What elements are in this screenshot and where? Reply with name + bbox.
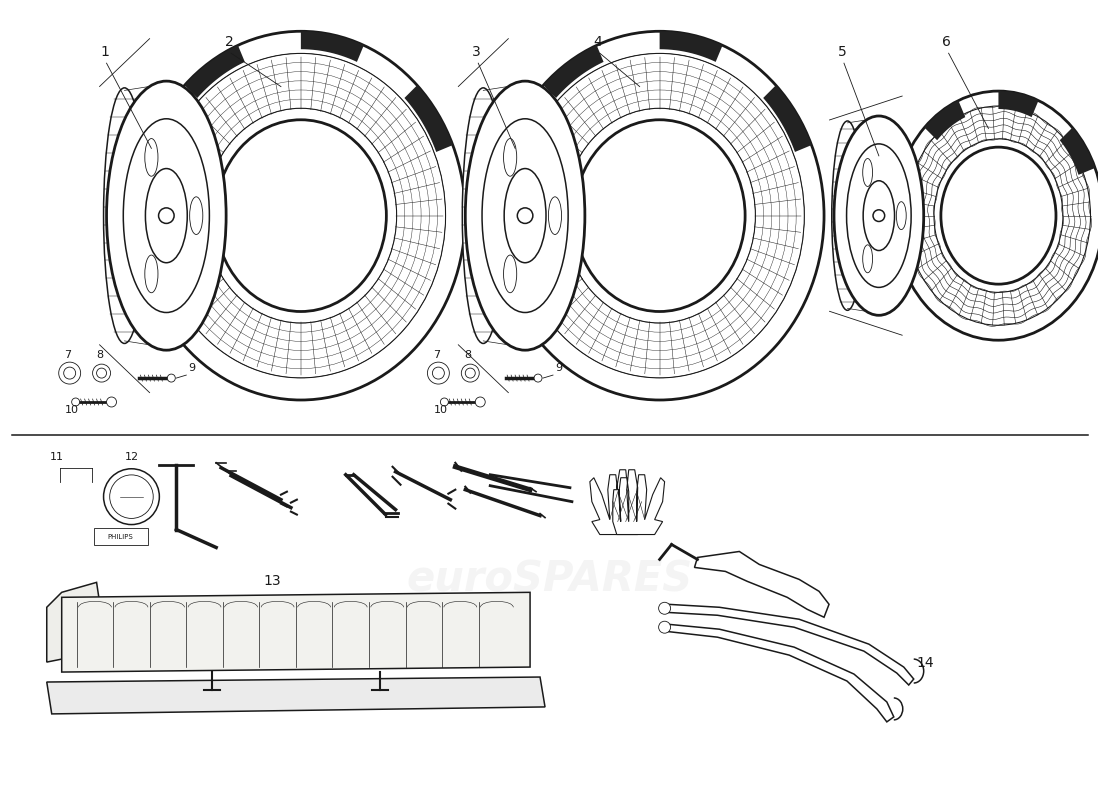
Text: 8: 8 bbox=[464, 350, 472, 360]
Text: 10: 10 bbox=[65, 405, 79, 415]
Text: PHILIPS: PHILIPS bbox=[108, 534, 133, 539]
Polygon shape bbox=[47, 582, 100, 662]
Text: 1: 1 bbox=[100, 45, 109, 59]
Ellipse shape bbox=[462, 88, 504, 343]
Ellipse shape bbox=[145, 138, 158, 176]
Ellipse shape bbox=[896, 202, 906, 230]
Circle shape bbox=[64, 367, 76, 379]
Circle shape bbox=[432, 367, 444, 379]
Text: euroSPARES: euroSPARES bbox=[407, 219, 693, 262]
Text: 13: 13 bbox=[264, 574, 282, 588]
Circle shape bbox=[92, 364, 110, 382]
Text: 2: 2 bbox=[224, 35, 233, 50]
Circle shape bbox=[873, 210, 884, 222]
Polygon shape bbox=[301, 31, 364, 62]
Polygon shape bbox=[590, 470, 641, 534]
Circle shape bbox=[659, 602, 671, 614]
Polygon shape bbox=[694, 551, 829, 618]
Ellipse shape bbox=[107, 81, 227, 350]
Polygon shape bbox=[924, 101, 966, 140]
Ellipse shape bbox=[549, 197, 562, 234]
Ellipse shape bbox=[504, 138, 517, 176]
Polygon shape bbox=[660, 31, 723, 62]
Ellipse shape bbox=[123, 118, 209, 313]
Circle shape bbox=[167, 374, 175, 382]
Polygon shape bbox=[47, 677, 544, 714]
Text: 11: 11 bbox=[50, 452, 64, 462]
Ellipse shape bbox=[504, 169, 546, 262]
Circle shape bbox=[428, 362, 450, 384]
Polygon shape bbox=[543, 46, 604, 98]
Ellipse shape bbox=[940, 147, 1056, 284]
Circle shape bbox=[535, 374, 542, 382]
Text: 7: 7 bbox=[64, 350, 72, 360]
Polygon shape bbox=[405, 86, 453, 152]
Text: 12: 12 bbox=[124, 452, 139, 462]
Circle shape bbox=[110, 475, 153, 518]
Circle shape bbox=[475, 397, 485, 407]
Ellipse shape bbox=[216, 120, 386, 311]
Ellipse shape bbox=[894, 91, 1100, 340]
Circle shape bbox=[517, 208, 532, 223]
Text: 8: 8 bbox=[96, 350, 103, 360]
Ellipse shape bbox=[495, 31, 824, 400]
Ellipse shape bbox=[145, 255, 158, 293]
Circle shape bbox=[103, 469, 160, 525]
Text: euroSPARES: euroSPARES bbox=[407, 558, 693, 600]
Ellipse shape bbox=[504, 255, 517, 293]
Circle shape bbox=[465, 368, 475, 378]
Circle shape bbox=[158, 208, 174, 223]
Text: 9: 9 bbox=[188, 363, 196, 373]
Polygon shape bbox=[664, 624, 894, 722]
Ellipse shape bbox=[482, 118, 568, 313]
Text: 4: 4 bbox=[594, 35, 602, 50]
Ellipse shape bbox=[189, 197, 202, 234]
Ellipse shape bbox=[834, 116, 924, 315]
Ellipse shape bbox=[862, 158, 872, 186]
FancyBboxPatch shape bbox=[94, 527, 148, 546]
Text: 7: 7 bbox=[432, 350, 440, 360]
Polygon shape bbox=[894, 168, 918, 216]
Ellipse shape bbox=[862, 245, 872, 273]
Text: 6: 6 bbox=[943, 35, 951, 50]
Ellipse shape bbox=[574, 120, 745, 311]
Text: 14: 14 bbox=[916, 656, 934, 670]
Circle shape bbox=[461, 364, 480, 382]
Ellipse shape bbox=[136, 31, 465, 400]
Polygon shape bbox=[495, 145, 525, 216]
Circle shape bbox=[440, 398, 449, 406]
Polygon shape bbox=[62, 592, 530, 672]
Polygon shape bbox=[613, 470, 664, 534]
Circle shape bbox=[97, 368, 107, 378]
Circle shape bbox=[107, 397, 117, 407]
Ellipse shape bbox=[832, 121, 864, 310]
Text: 10: 10 bbox=[433, 405, 448, 415]
Circle shape bbox=[58, 362, 80, 384]
Ellipse shape bbox=[847, 144, 911, 287]
Ellipse shape bbox=[465, 81, 585, 350]
Text: 5: 5 bbox=[837, 45, 846, 59]
Polygon shape bbox=[664, 604, 914, 685]
Polygon shape bbox=[185, 46, 245, 98]
Circle shape bbox=[72, 398, 79, 406]
Circle shape bbox=[659, 622, 671, 633]
Ellipse shape bbox=[103, 88, 145, 343]
Text: 3: 3 bbox=[472, 45, 481, 59]
Text: 9: 9 bbox=[556, 363, 562, 373]
Polygon shape bbox=[136, 145, 165, 216]
Polygon shape bbox=[763, 86, 812, 152]
Polygon shape bbox=[1059, 127, 1096, 175]
Ellipse shape bbox=[145, 169, 187, 262]
Polygon shape bbox=[999, 91, 1038, 117]
Ellipse shape bbox=[864, 181, 894, 250]
